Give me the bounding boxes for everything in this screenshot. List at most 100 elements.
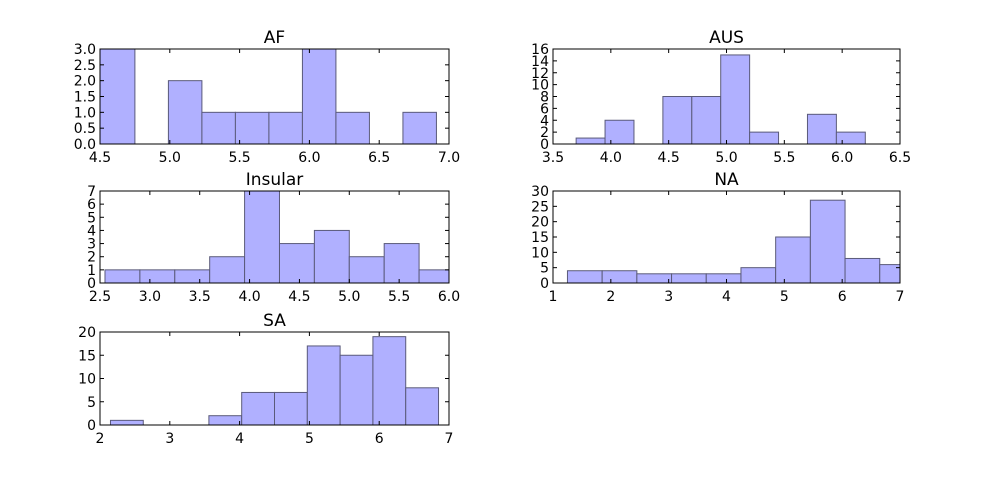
- subplot-af: 4.5 5.0 5.5 6.0 6.5 7.0 0.00.51.01.52.02.53.0 A…: [74, 28, 460, 166]
- y-tick-label: 4: [87, 223, 96, 239]
- x-tick-label: 6.5: [368, 150, 390, 166]
- x-tick-label: 4.5: [288, 289, 310, 305]
- x-tick-label: 5: [780, 289, 789, 305]
- y-tick-label: 2: [87, 250, 96, 266]
- histogram-bar: [339, 354, 374, 425]
- x-tick-label: 6.0: [831, 150, 853, 166]
- y-tick-label: 16: [531, 42, 549, 58]
- y-tick-label: 15: [531, 230, 549, 246]
- histogram-bar: [274, 391, 308, 425]
- y-tick-label: 6: [540, 101, 549, 117]
- subplot-title: NA: [714, 170, 739, 190]
- bars-group: [109, 336, 440, 425]
- histogram-bar: [209, 256, 246, 283]
- y-tick-label: 20: [531, 215, 549, 231]
- y-tick-label: 5: [87, 395, 96, 411]
- x-tick-label: 5.5: [773, 150, 795, 166]
- x-tick-label: 2: [606, 289, 615, 305]
- histogram-bar: [566, 270, 603, 283]
- y-tick-label: 1.5: [74, 90, 96, 106]
- histogram-bar: [348, 256, 385, 283]
- x-tick-label: 5.0: [715, 150, 737, 166]
- histogram-bar: [208, 415, 243, 425]
- y-tick-label: 2.0: [74, 74, 96, 90]
- subplot-sa: 2 3 4 5 6 7 0 5 10 15 20 SA: [78, 311, 453, 447]
- x-tick-label: 5: [305, 431, 314, 447]
- histogram-bar: [278, 243, 315, 283]
- y-tick-label: 0.0: [74, 137, 96, 153]
- x-tick-label: 2: [96, 431, 105, 447]
- y-tick-label: 2: [540, 125, 549, 141]
- x-tick-label: 2.5: [89, 289, 111, 305]
- x-tick-label: 6.0: [438, 289, 460, 305]
- x-tick-label: 4.5: [658, 150, 680, 166]
- y-tick-label: 1.0: [74, 105, 96, 121]
- y-tick-label: 10: [531, 245, 549, 261]
- bars-group: [104, 191, 449, 283]
- y-tick-label: 10: [78, 372, 96, 388]
- histogram-bar: [418, 269, 449, 283]
- subplot-title: AF: [264, 28, 285, 48]
- histogram-bar: [775, 236, 811, 283]
- bars-group: [100, 49, 437, 144]
- y-tick-label: 6: [87, 197, 96, 213]
- y-tick-label: 30: [531, 184, 549, 200]
- histogram-bar: [244, 191, 280, 283]
- x-tick-label: 3.5: [542, 150, 564, 166]
- histogram-bar: [167, 80, 203, 144]
- histogram-bar: [636, 273, 673, 283]
- x-tick-label: 3.0: [139, 289, 161, 305]
- y-tick-label: 0: [540, 137, 549, 153]
- histogram-bar: [671, 273, 707, 283]
- x-tick-label: 5.5: [228, 150, 250, 166]
- x-tick-label: 4.0: [600, 150, 622, 166]
- y-tick-label: 4: [540, 113, 549, 129]
- histogram-bar: [201, 111, 236, 144]
- histogram-bar: [575, 137, 606, 144]
- x-tick-label: 5.0: [338, 289, 360, 305]
- histogram-bar: [241, 391, 275, 425]
- y-tick-label: 0.5: [74, 121, 96, 137]
- histogram-bar: [405, 387, 440, 425]
- histogram-bar: [705, 273, 742, 283]
- y-tick-label: 5: [87, 210, 96, 226]
- histogram-bar: [268, 111, 303, 144]
- x-tick-label: 4.5: [89, 150, 111, 166]
- x-tick-label: 5.5: [388, 289, 410, 305]
- histogram-bar: [234, 111, 270, 144]
- histogram-bar: [372, 336, 407, 425]
- histogram-bar: [604, 119, 635, 144]
- histogram-bar: [749, 131, 780, 144]
- y-tick-label: 12: [531, 66, 549, 82]
- y-tick-label: 3.0: [74, 42, 96, 58]
- histogram-bar: [809, 199, 846, 283]
- histogram-bar: [383, 243, 420, 283]
- y-tick-label: 0: [87, 418, 96, 434]
- bars-group: [566, 199, 900, 283]
- x-tick-label: 1: [549, 289, 558, 305]
- x-tick-label: 3.5: [189, 289, 211, 305]
- histogram-bar: [662, 96, 693, 144]
- y-tick-label: 5: [540, 261, 549, 277]
- histogram-bar: [879, 264, 900, 283]
- histogram-bar: [720, 54, 751, 144]
- histogram-bar: [109, 419, 144, 425]
- y-tick-label: 25: [531, 199, 549, 215]
- histogram-bar: [313, 229, 350, 283]
- histogram-bar: [835, 131, 866, 144]
- y-tick-label: 3: [87, 237, 96, 253]
- x-tick-label: 7.0: [438, 150, 460, 166]
- histogram-bar: [806, 113, 837, 144]
- axes-frame: [99, 190, 450, 284]
- x-tick-label: 6: [838, 289, 847, 305]
- y-tick-label: 0: [540, 276, 549, 292]
- x-tick-label: 3: [664, 289, 673, 305]
- histogram-bar: [139, 269, 176, 283]
- x-tick-label: 5.0: [159, 150, 181, 166]
- y-tick-label: 20: [78, 325, 96, 341]
- histogram-bar: [335, 111, 370, 144]
- x-tick-label: 6.0: [298, 150, 320, 166]
- x-tick-label: 4: [235, 431, 244, 447]
